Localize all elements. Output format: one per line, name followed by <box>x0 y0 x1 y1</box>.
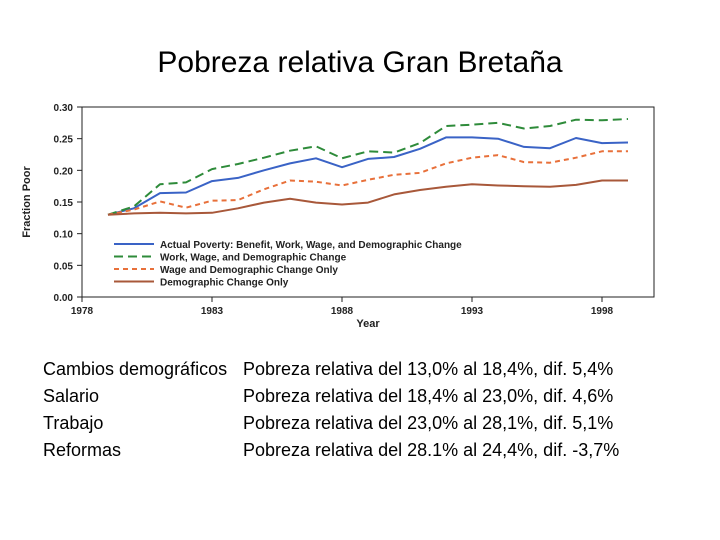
note-text: Pobreza relativa del 23,0% al 28,1%, dif… <box>243 413 614 433</box>
series-line <box>107 150 628 216</box>
x-axis-label: Year <box>356 318 380 330</box>
legend-label: Actual Poverty: Benefit, Work, Wage, and… <box>160 240 462 251</box>
note-text: Pobreza relativa del 28.1% al 24,4%, dif… <box>243 440 620 460</box>
series-line <box>107 118 629 216</box>
x-tick-label: 1988 <box>331 306 354 317</box>
note-label: Trabajo <box>43 413 104 433</box>
note-text: Pobreza relativa del 13,0% al 18,4%, dif… <box>243 359 614 379</box>
x-tick-label: 1983 <box>201 306 224 317</box>
y-tick-label: 0.10 <box>54 230 74 241</box>
x-tick-label: 1978 <box>71 306 94 317</box>
slide-title: Pobreza relativa Gran Bretaña <box>157 46 563 79</box>
series-line <box>107 179 628 216</box>
y-axis-label: Fraction Poor <box>21 166 33 238</box>
legend-label: Work, Wage, and Demographic Change <box>160 253 347 264</box>
note-label: Salario <box>43 386 100 406</box>
poverty-line-chart: 0.00 0.05 0.10 0.15 0.20 0.25 0.30 1978 1983 1988… <box>21 103 655 330</box>
x-tick-label: 1993 <box>461 306 484 317</box>
x-tick-label: 1998 <box>591 306 614 317</box>
note-label: Cambios demográficos <box>43 359 228 379</box>
y-tick-label: 0.15 <box>54 198 74 209</box>
y-tick-label: 0.05 <box>54 261 74 272</box>
note-label: Reformas <box>43 440 122 460</box>
y-tick-label: 0.30 <box>54 103 74 114</box>
y-tick-label: 0.25 <box>54 135 74 146</box>
legend-label: Wage and Demographic Change Only <box>160 265 338 276</box>
series-line <box>107 136 629 216</box>
y-tick-label: 0.00 <box>54 293 74 304</box>
y-tick-label: 0.20 <box>54 166 74 177</box>
note-text: Pobreza relativa del 18,4% al 23,0%, dif… <box>243 386 614 406</box>
legend-label: Demographic Change Only <box>160 278 289 289</box>
